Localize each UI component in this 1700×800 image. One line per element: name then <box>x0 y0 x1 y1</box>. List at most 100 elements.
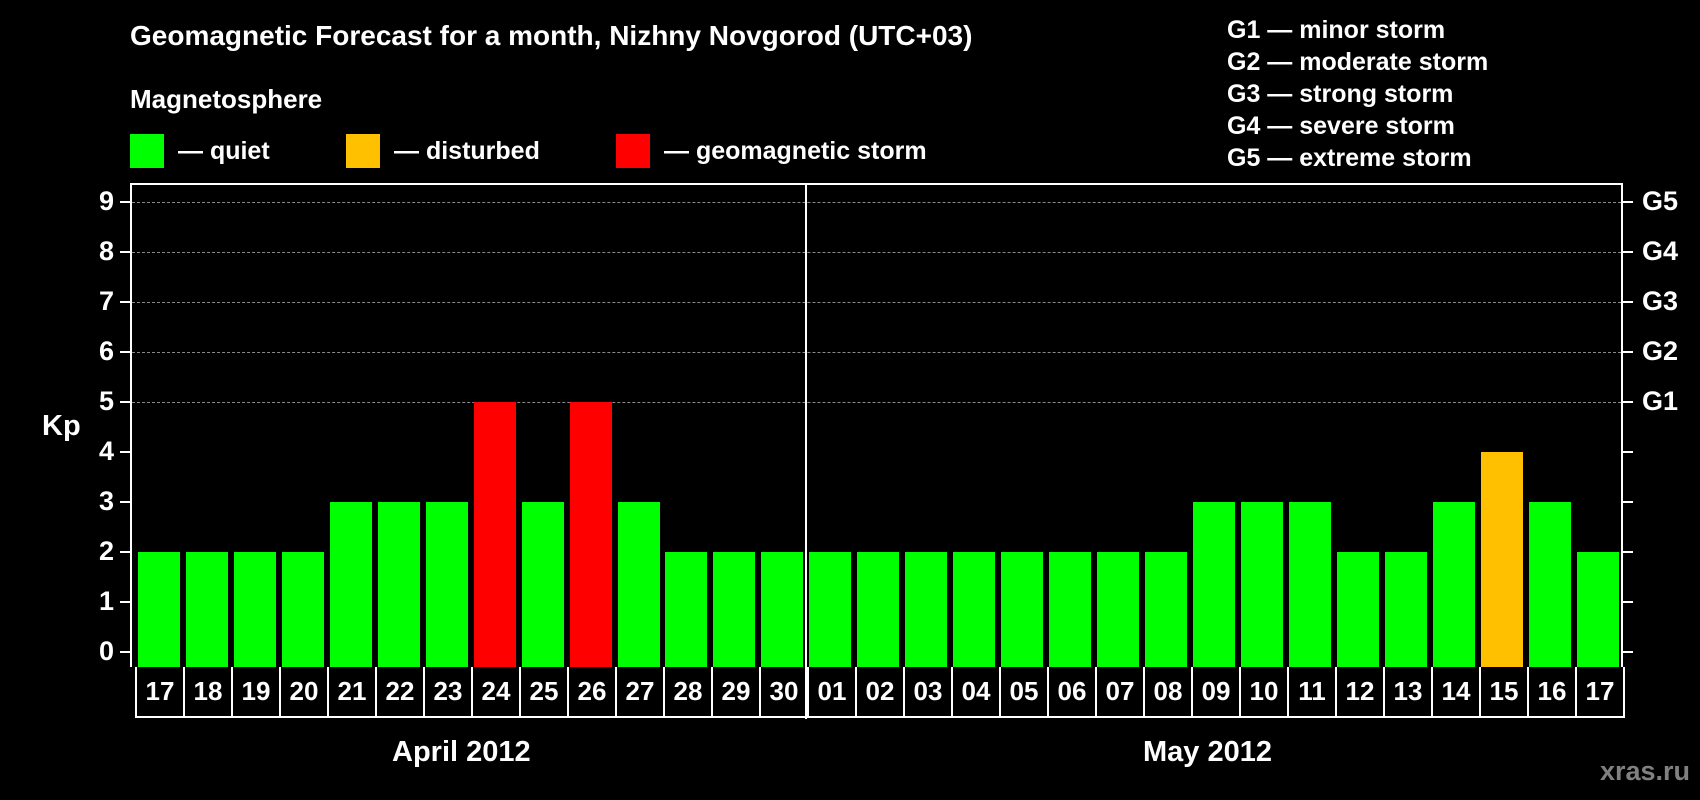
legend-item-disturbed: — disturbed <box>346 134 540 168</box>
date-cell: 28 <box>665 667 713 716</box>
date-cell: 27 <box>617 667 665 716</box>
gridline <box>132 352 1621 353</box>
date-cell: 07 <box>1097 667 1145 716</box>
disturbed-swatch-icon <box>346 134 380 168</box>
kp-bar <box>1432 502 1475 667</box>
y-tick-label: 9 <box>98 186 114 216</box>
kp-bar <box>1576 552 1619 667</box>
month-label-may: May 2012 <box>1143 736 1272 768</box>
y-tick-left <box>120 451 130 453</box>
y-tick-left <box>120 301 130 303</box>
y-tick-label: 8 <box>98 236 114 266</box>
g-level-tick-label: G1 <box>1642 386 1679 416</box>
kp-bar <box>233 552 276 667</box>
kp-bar <box>1336 552 1379 667</box>
kp-bar <box>425 502 468 667</box>
g-level-tick-label: G2 <box>1642 336 1679 366</box>
y-tick-right <box>1623 501 1633 503</box>
g-level-tick-label: G5 <box>1642 186 1679 216</box>
y-tick-left <box>120 551 130 553</box>
kp-bar <box>281 552 324 667</box>
date-cell: 23 <box>425 667 473 716</box>
kp-bar <box>713 552 756 667</box>
kp-bar <box>569 402 612 667</box>
date-cell: 10 <box>1241 667 1289 716</box>
gridline <box>132 252 1621 253</box>
y-tick-right <box>1623 401 1633 403</box>
g4-label: G4 — severe storm <box>1227 112 1455 140</box>
kp-bar <box>1384 552 1427 667</box>
kp-bar <box>1480 452 1523 667</box>
kp-bar <box>953 552 996 667</box>
date-axis: 17 18 19 20 21 22 23 24 25 26 27 28 29 30 01 02 03 04 05 06… <box>135 667 1625 718</box>
kp-bar <box>1288 502 1331 667</box>
y-tick-label: 5 <box>98 386 114 416</box>
y-tick-left <box>120 351 130 353</box>
date-cell: 05 <box>1001 667 1049 716</box>
kp-bar <box>1528 502 1571 667</box>
y-tick-label: 4 <box>98 436 114 466</box>
y-axis-label: Kp <box>42 410 81 442</box>
kp-bar <box>1049 552 1092 667</box>
date-cell: 29 <box>713 667 761 716</box>
y-tick-right <box>1623 351 1633 353</box>
y-tick-right <box>1623 201 1633 203</box>
y-tick-right <box>1623 251 1633 253</box>
y-tick-right <box>1623 601 1633 603</box>
kp-bar <box>809 552 852 667</box>
legend-label: — disturbed <box>394 136 540 165</box>
date-cell: 15 <box>1481 667 1529 716</box>
kp-bar <box>473 402 516 667</box>
g-level-tick-label: G3 <box>1642 286 1679 316</box>
gridline <box>132 402 1621 403</box>
kp-bar <box>1192 502 1235 667</box>
date-cell: 16 <box>1529 667 1577 716</box>
chart-title: Geomagnetic Forecast for a month, Nizhny… <box>130 20 973 51</box>
kp-bar <box>665 552 708 667</box>
kp-bar <box>1144 552 1187 667</box>
watermark: xras.ru <box>1599 756 1690 786</box>
legend-item-storm: — geomagnetic storm <box>616 134 927 168</box>
y-tick-left <box>120 401 130 403</box>
kp-bar <box>185 552 228 667</box>
date-cell: 02 <box>857 667 905 716</box>
kp-bar <box>377 502 420 667</box>
kp-bar <box>138 552 180 667</box>
date-cell: 12 <box>1337 667 1385 716</box>
y-tick-left <box>120 201 130 203</box>
y-tick-left <box>120 651 130 653</box>
date-cell: 22 <box>377 667 425 716</box>
kp-bar <box>857 552 900 667</box>
date-cell: 30 <box>761 667 809 716</box>
legend-item-quiet: — quiet <box>130 134 270 168</box>
y-tick-label: 7 <box>98 286 114 316</box>
g-level-tick-label: G4 <box>1642 236 1679 266</box>
g1-label: G1 — minor storm <box>1227 16 1446 44</box>
date-cell: 18 <box>185 667 233 716</box>
plot-frame <box>130 183 1623 667</box>
date-cell: 04 <box>953 667 1001 716</box>
y-tick-label: 3 <box>98 486 114 516</box>
date-cell: 21 <box>329 667 377 716</box>
kp-bar <box>1240 502 1283 667</box>
legend-title: Magnetosphere <box>130 84 323 114</box>
y-tick-label: 2 <box>98 536 114 566</box>
month-separator <box>805 185 807 719</box>
kp-bar <box>1001 552 1044 667</box>
y-tick-left <box>120 601 130 603</box>
y-tick-right <box>1623 301 1633 303</box>
kp-bar <box>905 552 948 667</box>
kp-bar <box>761 552 804 667</box>
date-cell: 20 <box>281 667 329 716</box>
date-cell: 01 <box>809 667 857 716</box>
g5-label: G5 — extreme storm <box>1227 144 1472 172</box>
date-cell: 24 <box>473 667 521 716</box>
date-cell: 17 <box>137 667 185 716</box>
legend-label: — geomagnetic storm <box>664 136 927 165</box>
kp-bar <box>617 502 660 667</box>
gridline <box>132 302 1621 303</box>
gridline <box>132 202 1621 203</box>
y-tick-left <box>120 501 130 503</box>
date-cell: 19 <box>233 667 281 716</box>
date-cell: 03 <box>905 667 953 716</box>
